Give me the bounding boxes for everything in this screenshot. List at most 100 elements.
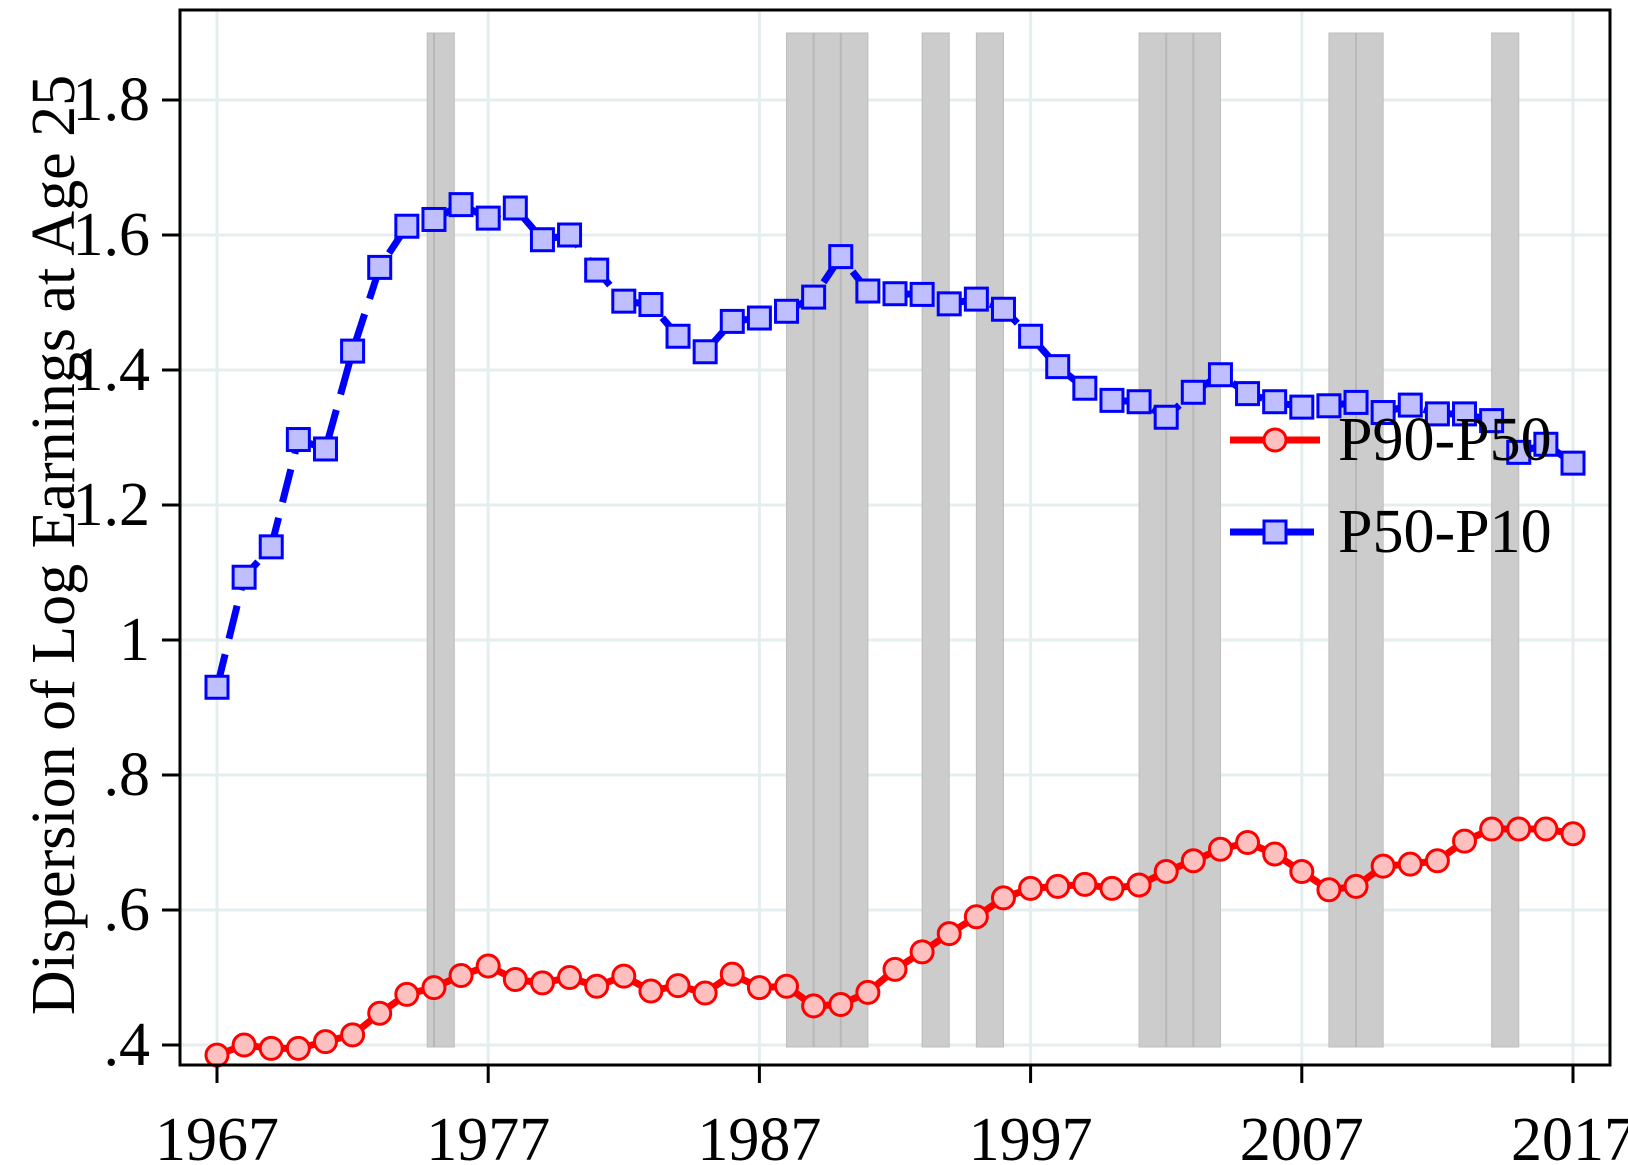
y-tick-label: .6 bbox=[104, 876, 151, 944]
plot-frame bbox=[178, 8, 1612, 1067]
data-point-p50-p10 bbox=[584, 257, 610, 283]
x-tick-label: 1987 bbox=[697, 1106, 821, 1165]
data-point-p90-p50 bbox=[1180, 848, 1206, 874]
data-point-p90-p50 bbox=[665, 973, 691, 999]
data-point-p90-p50 bbox=[340, 1022, 366, 1048]
y-tick-label: 1.4 bbox=[73, 336, 151, 404]
legend-label: P50-P10 bbox=[1338, 498, 1552, 566]
data-point-p50-p10 bbox=[1506, 439, 1532, 465]
data-point-p90-p50 bbox=[990, 885, 1016, 911]
y-tick-label: .8 bbox=[104, 741, 151, 809]
data-point-p50-p10 bbox=[1424, 401, 1450, 427]
series-p50-p10 bbox=[204, 192, 1586, 700]
data-point-p50-p10 bbox=[1262, 389, 1288, 415]
data-point-p90-p50 bbox=[1370, 853, 1396, 879]
data-point-p50-p10 bbox=[936, 291, 962, 317]
data-point-p90-p50 bbox=[529, 970, 555, 996]
data-point-p50-p10 bbox=[421, 206, 447, 232]
data-point-p50-p10 bbox=[882, 281, 908, 307]
data-point-p90-p50 bbox=[936, 921, 962, 947]
data-point-p90-p50 bbox=[882, 956, 908, 982]
data-point-p50-p10 bbox=[475, 205, 501, 231]
legend: P90-P50 P50-P10 bbox=[1230, 406, 1552, 566]
recession-band bbox=[921, 32, 950, 1048]
data-point-p90-p50 bbox=[1153, 859, 1179, 885]
y-tick-label: 1 bbox=[119, 606, 150, 674]
data-point-p50-p10 bbox=[774, 298, 800, 324]
data-point-p90-p50 bbox=[1316, 877, 1342, 903]
x-tick-label: 2007 bbox=[1240, 1106, 1364, 1165]
data-point-p50-p10 bbox=[394, 213, 420, 239]
data-point-p90-p50 bbox=[774, 973, 800, 999]
data-point-p90-p50 bbox=[448, 962, 474, 988]
data-point-p90-p50 bbox=[557, 965, 583, 990]
data-point-p50-p10 bbox=[801, 284, 827, 310]
data-point-p90-p50 bbox=[1533, 816, 1559, 842]
data-point-p50-p10 bbox=[692, 339, 718, 365]
data-point-p50-p10 bbox=[1479, 408, 1505, 434]
data-point-p90-p50 bbox=[502, 967, 528, 993]
series-p90-p50 bbox=[204, 816, 1586, 1068]
data-point-p50-p10 bbox=[1452, 401, 1478, 427]
data-point-p50-p10 bbox=[963, 286, 989, 312]
legend-marker bbox=[1262, 519, 1288, 545]
recession-shading bbox=[426, 32, 1520, 1048]
data-point-p50-p10 bbox=[611, 288, 637, 314]
data-point-p90-p50 bbox=[611, 963, 637, 989]
data-point-p50-p10 bbox=[1126, 389, 1152, 415]
data-point-p90-p50 bbox=[963, 904, 989, 930]
data-point-p50-p10 bbox=[1207, 362, 1233, 388]
data-point-p50-p10 bbox=[828, 244, 854, 270]
data-point-p50-p10 bbox=[448, 192, 474, 218]
data-point-p50-p10 bbox=[529, 227, 555, 253]
data-point-p50-p10 bbox=[990, 296, 1016, 322]
data-point-p90-p50 bbox=[1262, 841, 1288, 867]
data-point-p90-p50 bbox=[367, 1000, 393, 1026]
data-point-p50-p10 bbox=[1072, 375, 1098, 401]
y-tick-label: 1.2 bbox=[73, 471, 151, 539]
data-point-p50-p10 bbox=[340, 338, 366, 364]
data-point-p90-p50 bbox=[258, 1035, 284, 1061]
data-point-p50-p10 bbox=[367, 254, 393, 280]
recession-band bbox=[1491, 32, 1520, 1048]
data-point-p90-p50 bbox=[1045, 873, 1071, 899]
data-point-p50-p10 bbox=[746, 305, 772, 331]
data-point-p90-p50 bbox=[204, 1042, 230, 1068]
data-point-p90-p50 bbox=[1397, 851, 1423, 877]
data-point-p90-p50 bbox=[584, 973, 610, 999]
data-point-p50-p10 bbox=[909, 281, 935, 307]
data-point-p50-p10 bbox=[285, 427, 311, 453]
data-point-p90-p50 bbox=[909, 939, 935, 965]
data-point-p50-p10 bbox=[1343, 389, 1369, 415]
data-point-p90-p50 bbox=[1560, 821, 1586, 847]
data-point-p90-p50 bbox=[394, 981, 420, 1007]
data-point-p90-p50 bbox=[421, 975, 447, 1001]
recession-band bbox=[786, 32, 869, 1048]
data-point-p90-p50 bbox=[1452, 828, 1478, 854]
x-axis: 1967 1977 1987 1997 2007 2017 bbox=[155, 1065, 1628, 1165]
data-point-p90-p50 bbox=[801, 993, 827, 1019]
data-point-p90-p50 bbox=[1072, 871, 1098, 897]
data-point-p90-p50 bbox=[1018, 875, 1044, 901]
legend-item: P90-P50 bbox=[1230, 406, 1552, 474]
data-point-p90-p50 bbox=[231, 1032, 257, 1058]
data-point-p50-p10 bbox=[855, 278, 881, 304]
y-tick-label: 1.6 bbox=[73, 201, 151, 269]
data-point-p90-p50 bbox=[746, 975, 772, 1001]
data-point-p50-p10 bbox=[1180, 379, 1206, 405]
data-point-p50-p10 bbox=[312, 436, 338, 462]
data-point-p90-p50 bbox=[1289, 859, 1315, 885]
data-point-p50-p10 bbox=[1045, 354, 1071, 380]
recession-band bbox=[975, 32, 1004, 1048]
data-point-p50-p10 bbox=[258, 534, 284, 560]
data-point-p50-p10 bbox=[1018, 323, 1044, 349]
legend-marker bbox=[1262, 427, 1288, 453]
recession-band bbox=[426, 32, 455, 1048]
data-point-p50-p10 bbox=[231, 564, 257, 590]
data-point-p90-p50 bbox=[1479, 816, 1505, 842]
recession-band bbox=[1138, 32, 1221, 1048]
data-point-p90-p50 bbox=[638, 978, 664, 1004]
data-point-p90-p50 bbox=[692, 980, 718, 1006]
legend-item: P50-P10 bbox=[1230, 498, 1552, 566]
